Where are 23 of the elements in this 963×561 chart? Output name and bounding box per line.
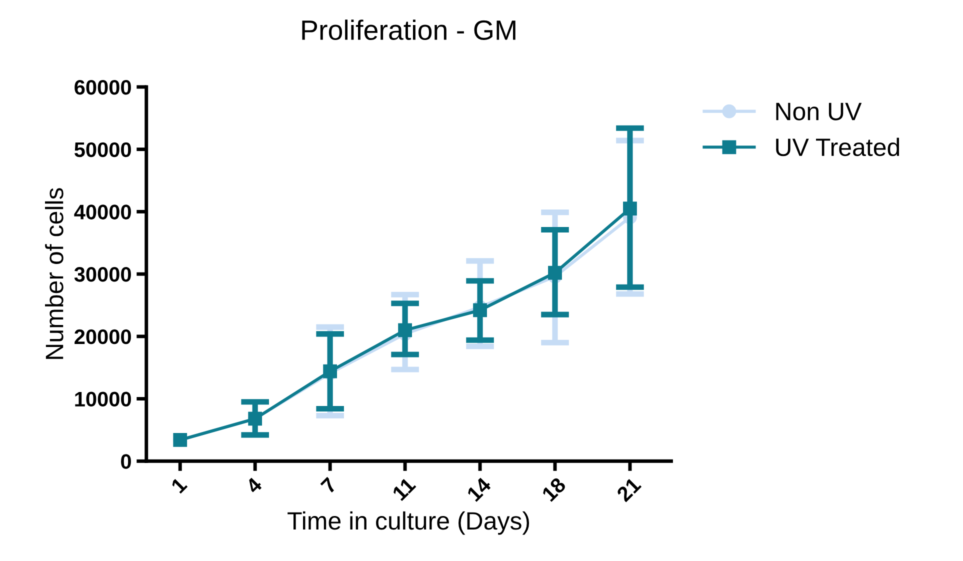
y-tick-label: 40000	[74, 204, 131, 220]
x-axis-title: Time in culture (Days)	[288, 511, 530, 535]
y-tick-label: 30000	[74, 267, 131, 282]
y-tick-label: 60000	[74, 80, 131, 95]
y-tick-label: 10000	[75, 392, 131, 407]
legend-label: Non UV	[776, 102, 862, 120]
legend-label: UV Treated	[776, 138, 900, 156]
x-tick-label: 4	[244, 476, 263, 494]
x-tick-label: 7	[320, 476, 338, 494]
point	[398, 323, 412, 338]
point	[473, 303, 487, 318]
chart-title: Proliferation - GM	[302, 20, 516, 40]
point	[623, 202, 637, 216]
x-tick-label: 18	[541, 476, 567, 502]
point	[548, 266, 562, 280]
y-tick-label: 20000	[74, 329, 131, 344]
y-tick-label: 0	[121, 454, 131, 469]
x-tick-label: 14	[466, 476, 492, 502]
y-axis-title: Number of cells	[45, 188, 64, 359]
x-tick-label: 1	[170, 476, 188, 494]
y-tick-label: 50000	[74, 142, 131, 158]
x-tick-label: 21	[616, 476, 642, 502]
x-tick-label: 11	[392, 476, 416, 502]
